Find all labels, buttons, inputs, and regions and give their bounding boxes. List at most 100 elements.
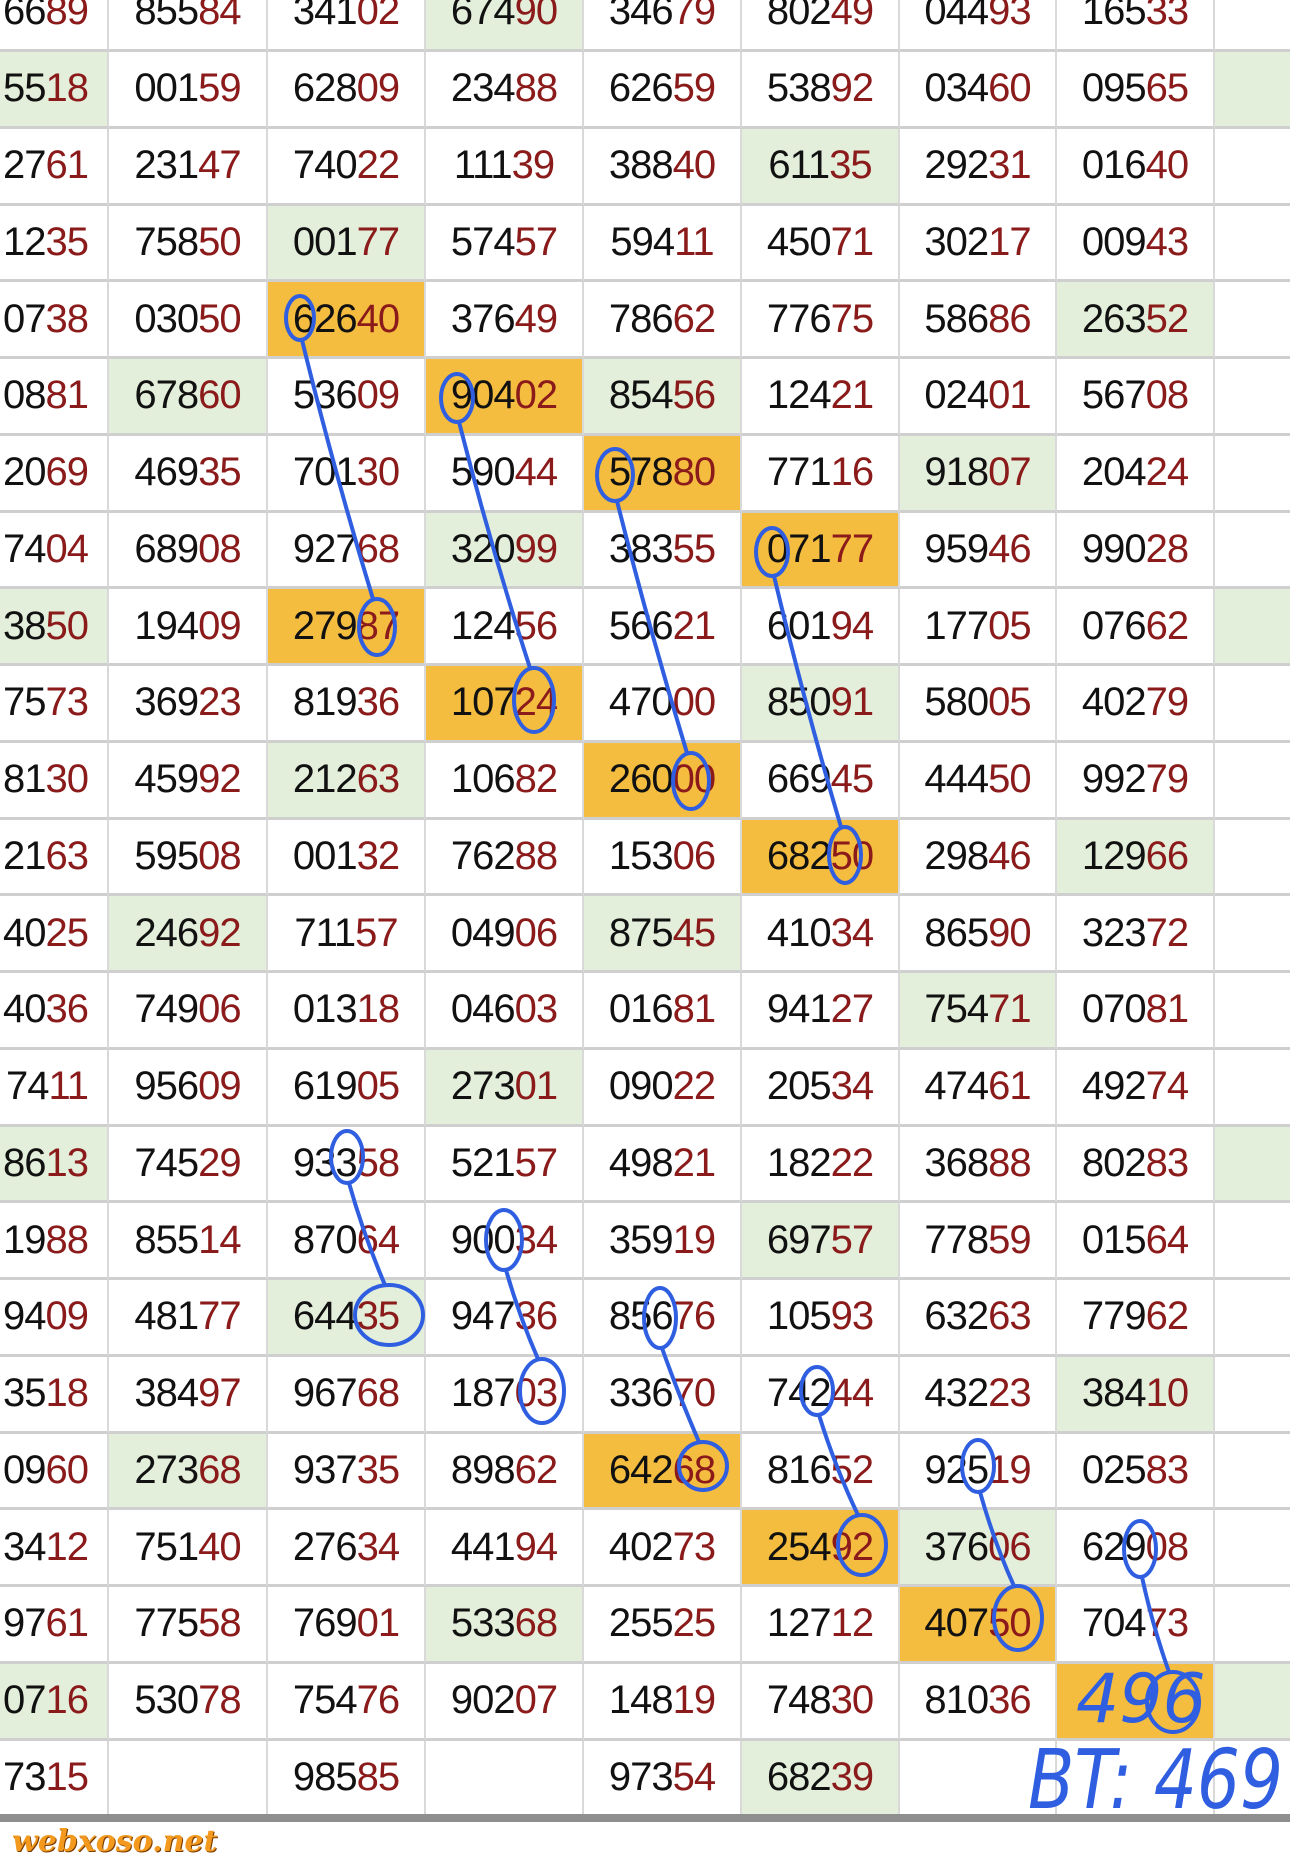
number-head: 73 <box>3 1754 46 1799</box>
result-cell: 900 34 <box>426 1203 584 1280</box>
number-tail-digits: 81 <box>45 373 89 418</box>
result-cell: 530 78 <box>109 1663 268 1741</box>
result-cell: 850 91 <box>742 666 900 743</box>
result-cell: 187 03 <box>426 1356 584 1434</box>
result-cell: 341 02 <box>268 0 426 52</box>
number-tail-digits: 77 <box>198 1294 241 1339</box>
number-head: 276 <box>292 1524 358 1569</box>
result-cell: 855 84 <box>109 0 268 52</box>
number-tail-digits: 06 <box>672 833 716 878</box>
result-cell: 481 77 <box>109 1280 268 1357</box>
number-head: 779 <box>1081 1294 1147 1339</box>
number-head: 111 <box>453 143 513 188</box>
result-cell: 001 59 <box>109 52 268 129</box>
result-cell <box>1215 589 1290 666</box>
number-tail-digits: 30 <box>830 1678 874 1723</box>
number-head: 81 <box>3 757 46 802</box>
result-cell: 533 68 <box>426 1587 584 1664</box>
number-head: 383 <box>608 526 674 571</box>
number-head: 20 <box>3 450 46 495</box>
number-tail-digits: 12 <box>45 1524 89 1569</box>
number-tail-digits: 18 <box>45 66 89 111</box>
number-head: 538 <box>766 66 832 111</box>
number-tail-digits: 19 <box>988 1447 1031 1492</box>
result-cell: 034 60 <box>900 52 1057 129</box>
result-cell: 231 47 <box>109 128 268 206</box>
number-head: 384 <box>134 1371 199 1416</box>
number-tail-digits: 19 <box>672 1217 716 1262</box>
number-tail-digits: 62 <box>514 1447 558 1492</box>
result-cell: 682 39 <box>742 1740 900 1818</box>
number-head: 947 <box>450 1294 516 1339</box>
result-cell: 205 34 <box>742 1049 900 1127</box>
number-tail-digits: 99 <box>514 526 558 571</box>
number-head: 320 <box>450 526 516 571</box>
number-tail-digits: 36 <box>45 987 89 1032</box>
result-cell: 441 94 <box>426 1510 584 1587</box>
number-tail-digits: 68 <box>672 1447 716 1492</box>
number-tail-digits: 18 <box>356 987 400 1032</box>
number-head: 536 <box>292 373 358 418</box>
number-head: 402 <box>608 1524 674 1569</box>
number-tail-digits: 12 <box>830 1601 874 1646</box>
result-cell: 629 08 <box>1057 1510 1215 1587</box>
result-cell <box>1215 743 1290 820</box>
result-cell: 498 21 <box>584 1126 742 1204</box>
number-tail-digits: 06 <box>198 987 241 1032</box>
number-head: 758 <box>134 219 199 264</box>
result-cell <box>900 1740 1057 1818</box>
number-head: 013 <box>292 987 358 1032</box>
number-head: 75 <box>3 680 46 725</box>
result-cell: 071 77 <box>742 512 900 590</box>
result-cell: 095 65 <box>1057 52 1215 129</box>
result-cell <box>1215 1663 1290 1741</box>
number-head: 626 <box>608 66 674 111</box>
number-tail-digits: 88 <box>514 66 558 111</box>
number-head: 127 <box>766 1601 832 1646</box>
number-head: 450 <box>766 219 832 264</box>
number-head: 754 <box>292 1678 358 1723</box>
result-cell: 024 01 <box>900 359 1057 436</box>
number-tail-digits: 78 <box>198 1678 241 1723</box>
number-head: 481 <box>134 1294 199 1339</box>
result-cell: 376 49 <box>426 282 584 359</box>
number-head: 601 <box>766 603 832 648</box>
number-tail-digits: 35 <box>356 1294 400 1339</box>
number-head: 187 <box>450 1371 516 1416</box>
number-tail-digits: 35 <box>198 450 241 495</box>
result-cell: 013 18 <box>268 973 426 1050</box>
number-head: 38 <box>3 603 46 648</box>
number-tail-digits: 92 <box>198 910 241 955</box>
number-tail-digits: 52 <box>1145 296 1189 341</box>
result-cell: 902 07 <box>426 1663 584 1741</box>
result-cell: 740 22 <box>268 128 426 206</box>
result-cell: 704 73 <box>1057 1587 1215 1664</box>
number-head: 263 <box>1081 296 1147 341</box>
number-tail-digits: 07 <box>988 450 1031 495</box>
number-tail-digits: 34 <box>830 910 874 955</box>
number-head: 704 <box>1081 1601 1147 1646</box>
result-cell: 682 50 <box>742 819 900 897</box>
result-cell <box>1215 973 1290 1050</box>
number-tail-digits: 19 <box>672 1678 716 1723</box>
result-cell: 260 00 <box>584 742 742 820</box>
result-cell <box>1215 1510 1290 1587</box>
result-cell: 669 45 <box>742 742 900 820</box>
result-cell: 177 05 <box>900 589 1057 666</box>
number-head: 933 <box>292 1140 358 1185</box>
result-cell: 107 24 <box>426 666 584 743</box>
number-tail-digits: 94 <box>514 1524 558 1569</box>
number-tail-digits: 21 <box>830 373 874 418</box>
result-cell: 985 85 <box>268 1740 426 1818</box>
number-tail-digits: 34 <box>356 1524 400 1569</box>
result-cell: 74 11 <box>0 1049 109 1127</box>
result-cell: 594 11 <box>584 205 742 283</box>
number-tail-digits: 97 <box>198 1371 241 1416</box>
result-cell: 34 12 <box>0 1510 109 1587</box>
result-cell: 124 21 <box>742 359 900 436</box>
number-tail-digits: 40 <box>672 143 716 188</box>
number-head: 697 <box>766 1217 832 1262</box>
result-cell <box>1215 359 1290 436</box>
number-tail-digits: 33 <box>1145 0 1189 34</box>
number-tail-digits: 50 <box>988 757 1031 802</box>
